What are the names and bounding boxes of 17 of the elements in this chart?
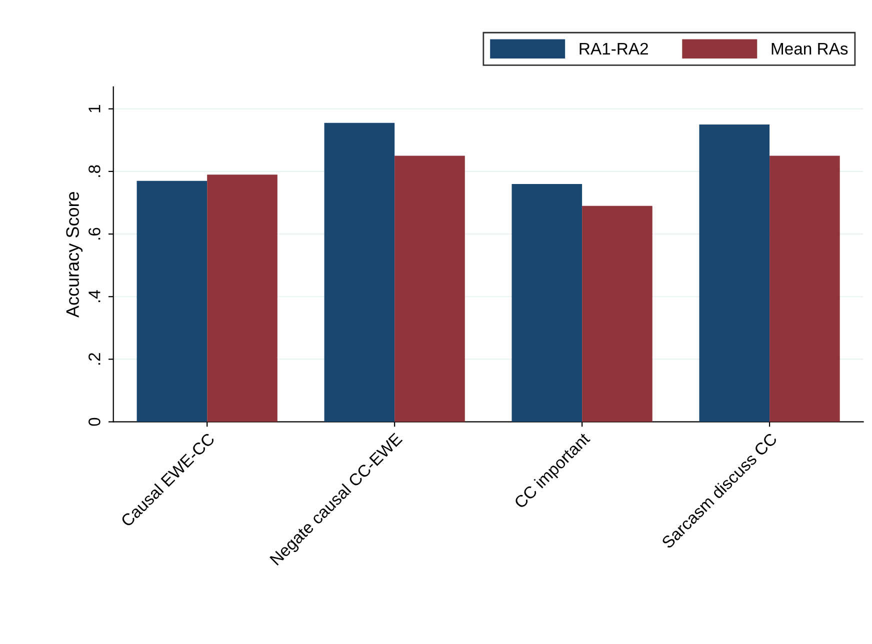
y-axis-title: Accuracy Score (66, 192, 83, 318)
bar (207, 174, 278, 422)
y-tick-label: 0 (88, 418, 100, 426)
bar (512, 184, 582, 422)
bar (582, 206, 652, 422)
bar (324, 122, 395, 422)
y-tick-label: .2 (88, 353, 100, 365)
bar (136, 180, 208, 422)
bar (394, 156, 465, 422)
y-tick-label: .4 (88, 290, 100, 302)
bar (699, 124, 770, 422)
bar (770, 156, 840, 422)
y-tick-label: .8 (88, 165, 100, 177)
y-tick-label: 1 (88, 105, 100, 112)
legend-label: Mean RAs (772, 42, 848, 55)
legend-label: RA1-RA2 (580, 42, 648, 54)
y-tick-label: .6 (88, 228, 100, 240)
